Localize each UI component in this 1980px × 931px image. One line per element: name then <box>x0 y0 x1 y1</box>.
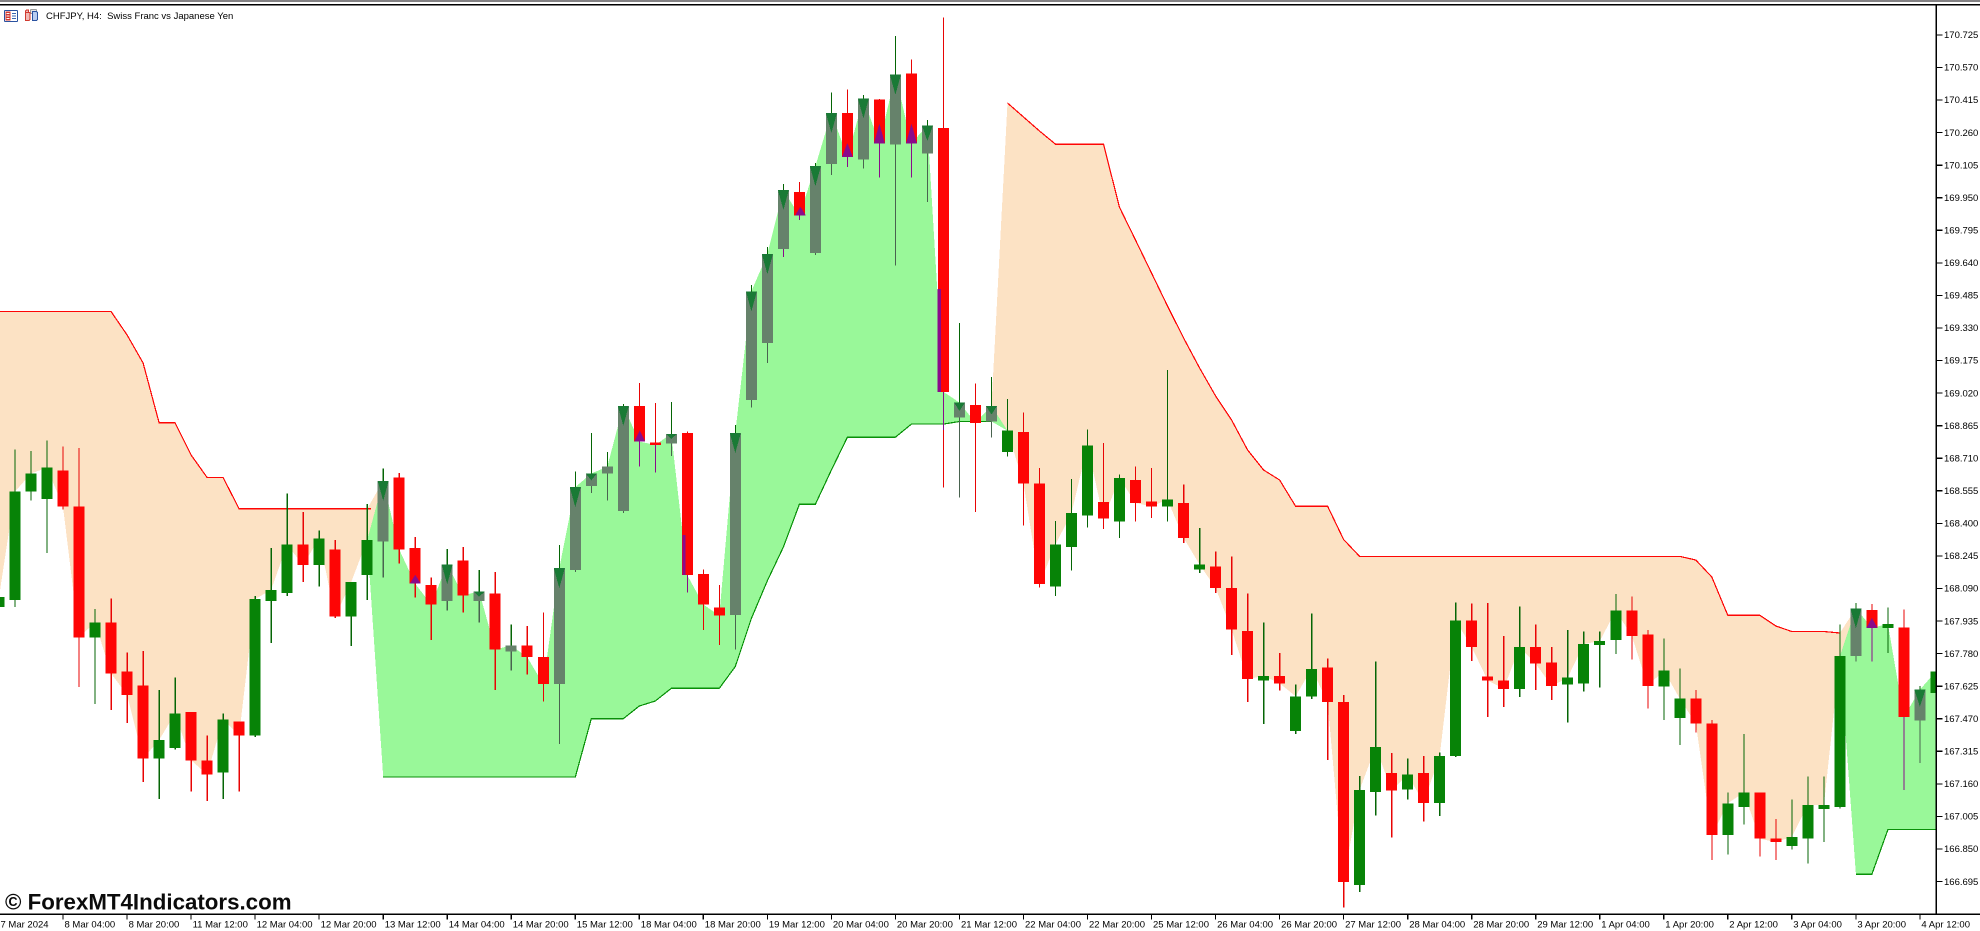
svg-text:167.315: 167.315 <box>1944 747 1978 758</box>
svg-text:12 Mar 20:00: 12 Mar 20:00 <box>321 920 377 931</box>
svg-text:3 Apr 20:00: 3 Apr 20:00 <box>1857 920 1906 931</box>
svg-text:168.710: 168.710 <box>1944 453 1978 464</box>
svg-text:22 Mar 20:00: 22 Mar 20:00 <box>1089 920 1145 931</box>
svg-text:1 Apr 20:00: 1 Apr 20:00 <box>1665 920 1714 931</box>
svg-text:168.400: 168.400 <box>1944 519 1978 530</box>
svg-text:27 Mar 12:00: 27 Mar 12:00 <box>1345 920 1401 931</box>
svg-text:170.105: 170.105 <box>1944 160 1978 171</box>
svg-text:20 Mar 04:00: 20 Mar 04:00 <box>833 920 889 931</box>
svg-text:26 Mar 04:00: 26 Mar 04:00 <box>1217 920 1273 931</box>
svg-text:3 Apr 04:00: 3 Apr 04:00 <box>1793 920 1842 931</box>
svg-text:2 Apr 12:00: 2 Apr 12:00 <box>1729 920 1778 931</box>
svg-text:168.555: 168.555 <box>1944 486 1978 497</box>
svg-text:28 Mar 04:00: 28 Mar 04:00 <box>1409 920 1465 931</box>
svg-text:169.795: 169.795 <box>1944 226 1978 237</box>
svg-text:4 Apr 12:00: 4 Apr 12:00 <box>1921 920 1970 931</box>
svg-text:15 Mar 12:00: 15 Mar 12:00 <box>577 920 633 931</box>
svg-text:167.005: 167.005 <box>1944 812 1978 823</box>
svg-text:14 Mar 04:00: 14 Mar 04:00 <box>449 920 505 931</box>
svg-text:169.640: 169.640 <box>1944 258 1978 269</box>
svg-text:13 Mar 12:00: 13 Mar 12:00 <box>385 920 441 931</box>
svg-text:25 Mar 12:00: 25 Mar 12:00 <box>1153 920 1209 931</box>
svg-text:169.020: 169.020 <box>1944 388 1978 399</box>
svg-text:168.865: 168.865 <box>1944 421 1978 432</box>
svg-text:21 Mar 12:00: 21 Mar 12:00 <box>961 920 1017 931</box>
svg-text:18 Mar 04:00: 18 Mar 04:00 <box>641 920 697 931</box>
svg-text:167.160: 167.160 <box>1944 779 1978 790</box>
svg-text:26 Mar 20:00: 26 Mar 20:00 <box>1281 920 1337 931</box>
svg-text:1 Apr 04:00: 1 Apr 04:00 <box>1601 920 1650 931</box>
svg-text:14 Mar 20:00: 14 Mar 20:00 <box>513 920 569 931</box>
svg-text:22 Mar 04:00: 22 Mar 04:00 <box>1025 920 1081 931</box>
svg-text:170.570: 170.570 <box>1944 63 1978 74</box>
svg-text:8 Mar 04:00: 8 Mar 04:00 <box>65 920 116 931</box>
svg-text:© ForexMT4Indicators.com: © ForexMT4Indicators.com <box>5 890 292 915</box>
svg-text:166.850: 166.850 <box>1944 844 1978 855</box>
svg-text:167.625: 167.625 <box>1944 681 1978 692</box>
svg-text:168.245: 168.245 <box>1944 551 1978 562</box>
svg-text:170.725: 170.725 <box>1944 30 1978 41</box>
svg-text:7 Mar 2024: 7 Mar 2024 <box>1 920 49 931</box>
svg-text:170.260: 170.260 <box>1944 128 1978 139</box>
svg-text:167.780: 167.780 <box>1944 649 1978 660</box>
svg-text:CHFJPY, H4: Swiss Franc vs Ja: CHFJPY, H4: Swiss Franc vs Japanese Yen <box>46 11 233 22</box>
svg-text:168.090: 168.090 <box>1944 584 1978 595</box>
svg-text:169.485: 169.485 <box>1944 291 1978 302</box>
svg-text:19 Mar 12:00: 19 Mar 12:00 <box>769 920 825 931</box>
svg-text:29 Mar 12:00: 29 Mar 12:00 <box>1537 920 1593 931</box>
svg-text:20 Mar 20:00: 20 Mar 20:00 <box>897 920 953 931</box>
svg-text:169.950: 169.950 <box>1944 193 1978 204</box>
svg-text:169.330: 169.330 <box>1944 323 1978 334</box>
svg-text:166.695: 166.695 <box>1944 877 1978 888</box>
svg-text:167.935: 167.935 <box>1944 616 1978 627</box>
svg-text:170.415: 170.415 <box>1944 95 1978 106</box>
svg-text:28 Mar 20:00: 28 Mar 20:00 <box>1473 920 1529 931</box>
svg-text:18 Mar 20:00: 18 Mar 20:00 <box>705 920 761 931</box>
svg-text:169.175: 169.175 <box>1944 356 1978 367</box>
svg-text:11 Mar 12:00: 11 Mar 12:00 <box>193 920 248 931</box>
svg-text:167.470: 167.470 <box>1944 714 1978 725</box>
svg-text:8 Mar 20:00: 8 Mar 20:00 <box>129 920 180 931</box>
svg-text:12 Mar 04:00: 12 Mar 04:00 <box>257 920 313 931</box>
